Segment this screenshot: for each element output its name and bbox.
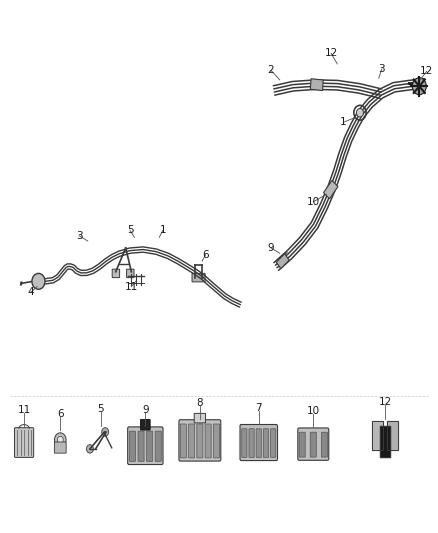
Circle shape <box>57 436 63 443</box>
FancyBboxPatch shape <box>129 431 135 462</box>
FancyBboxPatch shape <box>188 424 194 458</box>
FancyBboxPatch shape <box>54 442 66 453</box>
Circle shape <box>102 427 109 436</box>
FancyBboxPatch shape <box>155 431 161 462</box>
FancyBboxPatch shape <box>298 432 304 457</box>
FancyBboxPatch shape <box>112 269 119 278</box>
FancyBboxPatch shape <box>191 273 205 282</box>
Text: 5: 5 <box>97 404 104 414</box>
FancyBboxPatch shape <box>146 431 152 462</box>
Text: 10: 10 <box>306 406 319 416</box>
Circle shape <box>411 78 425 95</box>
Circle shape <box>86 445 93 453</box>
FancyBboxPatch shape <box>255 429 261 457</box>
Text: 9: 9 <box>267 243 274 253</box>
FancyBboxPatch shape <box>140 419 150 430</box>
Text: 1: 1 <box>159 225 166 236</box>
Text: 3: 3 <box>378 64 384 74</box>
FancyBboxPatch shape <box>194 414 205 423</box>
FancyBboxPatch shape <box>297 428 328 461</box>
Text: 2: 2 <box>267 66 274 75</box>
Polygon shape <box>387 421 397 450</box>
FancyBboxPatch shape <box>263 429 268 457</box>
Text: 8: 8 <box>196 398 203 408</box>
FancyBboxPatch shape <box>138 431 144 462</box>
Text: 5: 5 <box>127 225 133 236</box>
Polygon shape <box>371 421 382 450</box>
Polygon shape <box>379 426 390 457</box>
Circle shape <box>54 433 66 447</box>
Text: 12: 12 <box>324 49 337 58</box>
FancyBboxPatch shape <box>196 424 202 458</box>
Polygon shape <box>323 181 337 199</box>
Text: 12: 12 <box>419 67 432 76</box>
FancyBboxPatch shape <box>310 432 316 457</box>
FancyBboxPatch shape <box>241 429 247 457</box>
Text: 10: 10 <box>306 197 319 207</box>
Text: 9: 9 <box>142 405 148 415</box>
FancyBboxPatch shape <box>14 427 34 457</box>
Circle shape <box>356 109 363 117</box>
Text: 12: 12 <box>378 397 391 407</box>
FancyBboxPatch shape <box>240 424 277 461</box>
FancyBboxPatch shape <box>127 427 162 465</box>
Text: 3: 3 <box>75 231 82 241</box>
Text: 4: 4 <box>28 287 34 297</box>
FancyBboxPatch shape <box>321 432 327 457</box>
Circle shape <box>32 273 45 289</box>
FancyBboxPatch shape <box>213 424 219 458</box>
FancyBboxPatch shape <box>126 269 134 278</box>
Text: 11: 11 <box>18 405 31 415</box>
FancyBboxPatch shape <box>179 419 220 461</box>
FancyBboxPatch shape <box>248 429 254 457</box>
FancyBboxPatch shape <box>205 424 211 458</box>
Text: 6: 6 <box>57 409 64 419</box>
FancyBboxPatch shape <box>180 424 186 458</box>
Polygon shape <box>276 254 289 269</box>
Text: 7: 7 <box>255 402 261 413</box>
Polygon shape <box>310 79 322 91</box>
Text: 6: 6 <box>202 250 208 260</box>
Text: 11: 11 <box>124 281 138 292</box>
Text: 1: 1 <box>339 117 346 127</box>
FancyBboxPatch shape <box>270 429 275 457</box>
